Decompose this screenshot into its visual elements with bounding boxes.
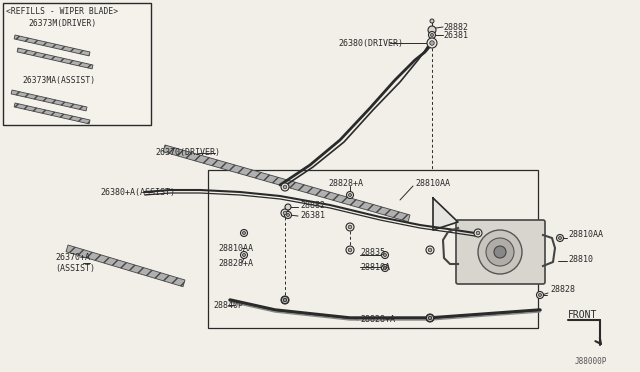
Circle shape [381, 264, 388, 272]
Circle shape [281, 209, 289, 217]
Text: J88000P: J88000P [575, 357, 607, 366]
Circle shape [283, 298, 287, 302]
Text: 28810: 28810 [568, 256, 593, 264]
Circle shape [474, 229, 482, 237]
Circle shape [426, 314, 433, 321]
Text: 26373MA(ASSIST): 26373MA(ASSIST) [22, 76, 95, 84]
Text: 26381: 26381 [300, 211, 325, 219]
Circle shape [426, 246, 434, 254]
Circle shape [243, 231, 246, 234]
Polygon shape [11, 90, 87, 111]
Text: 28882: 28882 [300, 201, 325, 209]
Circle shape [285, 212, 291, 218]
Circle shape [429, 41, 435, 45]
Text: <REFILLS - WIPER BLADE>: <REFILLS - WIPER BLADE> [6, 6, 118, 16]
Text: 26380(DRIVER): 26380(DRIVER) [338, 38, 403, 48]
Circle shape [285, 204, 291, 210]
Text: 28810AA: 28810AA [218, 244, 253, 253]
Circle shape [282, 296, 289, 304]
Circle shape [346, 192, 353, 199]
Text: 26380+A(ASSIST): 26380+A(ASSIST) [100, 187, 175, 196]
Text: 28828+A: 28828+A [328, 179, 363, 187]
Circle shape [486, 238, 514, 266]
Circle shape [348, 225, 352, 229]
Circle shape [428, 26, 436, 34]
Circle shape [429, 317, 431, 320]
Circle shape [431, 33, 433, 36]
Circle shape [478, 230, 522, 274]
Circle shape [383, 266, 387, 269]
Circle shape [243, 253, 246, 257]
Circle shape [241, 251, 248, 259]
Circle shape [281, 183, 289, 191]
Circle shape [284, 298, 287, 301]
Text: FRONT: FRONT [568, 310, 597, 320]
Circle shape [428, 248, 432, 252]
Text: 28840P: 28840P [213, 301, 243, 310]
Circle shape [287, 214, 289, 217]
Circle shape [494, 246, 506, 258]
Circle shape [430, 19, 434, 23]
Circle shape [559, 237, 561, 240]
Circle shape [349, 193, 351, 196]
Text: 28835: 28835 [360, 247, 385, 257]
Circle shape [557, 234, 563, 241]
Circle shape [428, 316, 432, 320]
Text: 28810A: 28810A [360, 263, 390, 272]
Text: 26370+A
(ASSIST): 26370+A (ASSIST) [55, 253, 95, 273]
Polygon shape [14, 103, 90, 124]
Polygon shape [433, 198, 458, 230]
Circle shape [426, 314, 434, 322]
Circle shape [281, 296, 289, 304]
Text: 26373M(DRIVER): 26373M(DRIVER) [28, 19, 96, 28]
Circle shape [283, 185, 287, 189]
Polygon shape [163, 145, 410, 222]
Circle shape [381, 251, 388, 259]
Circle shape [283, 211, 287, 215]
Text: 28810AA: 28810AA [568, 230, 603, 238]
Circle shape [346, 246, 354, 254]
Circle shape [383, 253, 387, 257]
Polygon shape [17, 48, 93, 69]
Text: 28882: 28882 [443, 22, 468, 32]
Circle shape [536, 292, 543, 298]
Circle shape [538, 294, 541, 296]
Circle shape [241, 230, 248, 237]
Bar [3, 3, 151, 125]
Text: 28828+A: 28828+A [360, 315, 395, 324]
Circle shape [476, 231, 480, 235]
Circle shape [348, 248, 352, 252]
Circle shape [346, 223, 354, 231]
Text: 28828: 28828 [550, 285, 575, 295]
Text: 26370(DRIVER): 26370(DRIVER) [155, 148, 220, 157]
Bar [208, 170, 538, 328]
Circle shape [427, 38, 437, 48]
Polygon shape [66, 245, 185, 287]
Text: 28810AA: 28810AA [415, 179, 450, 187]
Circle shape [429, 32, 435, 38]
Polygon shape [14, 35, 90, 56]
Text: 28828+A: 28828+A [218, 259, 253, 267]
Text: 26381: 26381 [443, 31, 468, 39]
FancyBboxPatch shape [456, 220, 545, 284]
